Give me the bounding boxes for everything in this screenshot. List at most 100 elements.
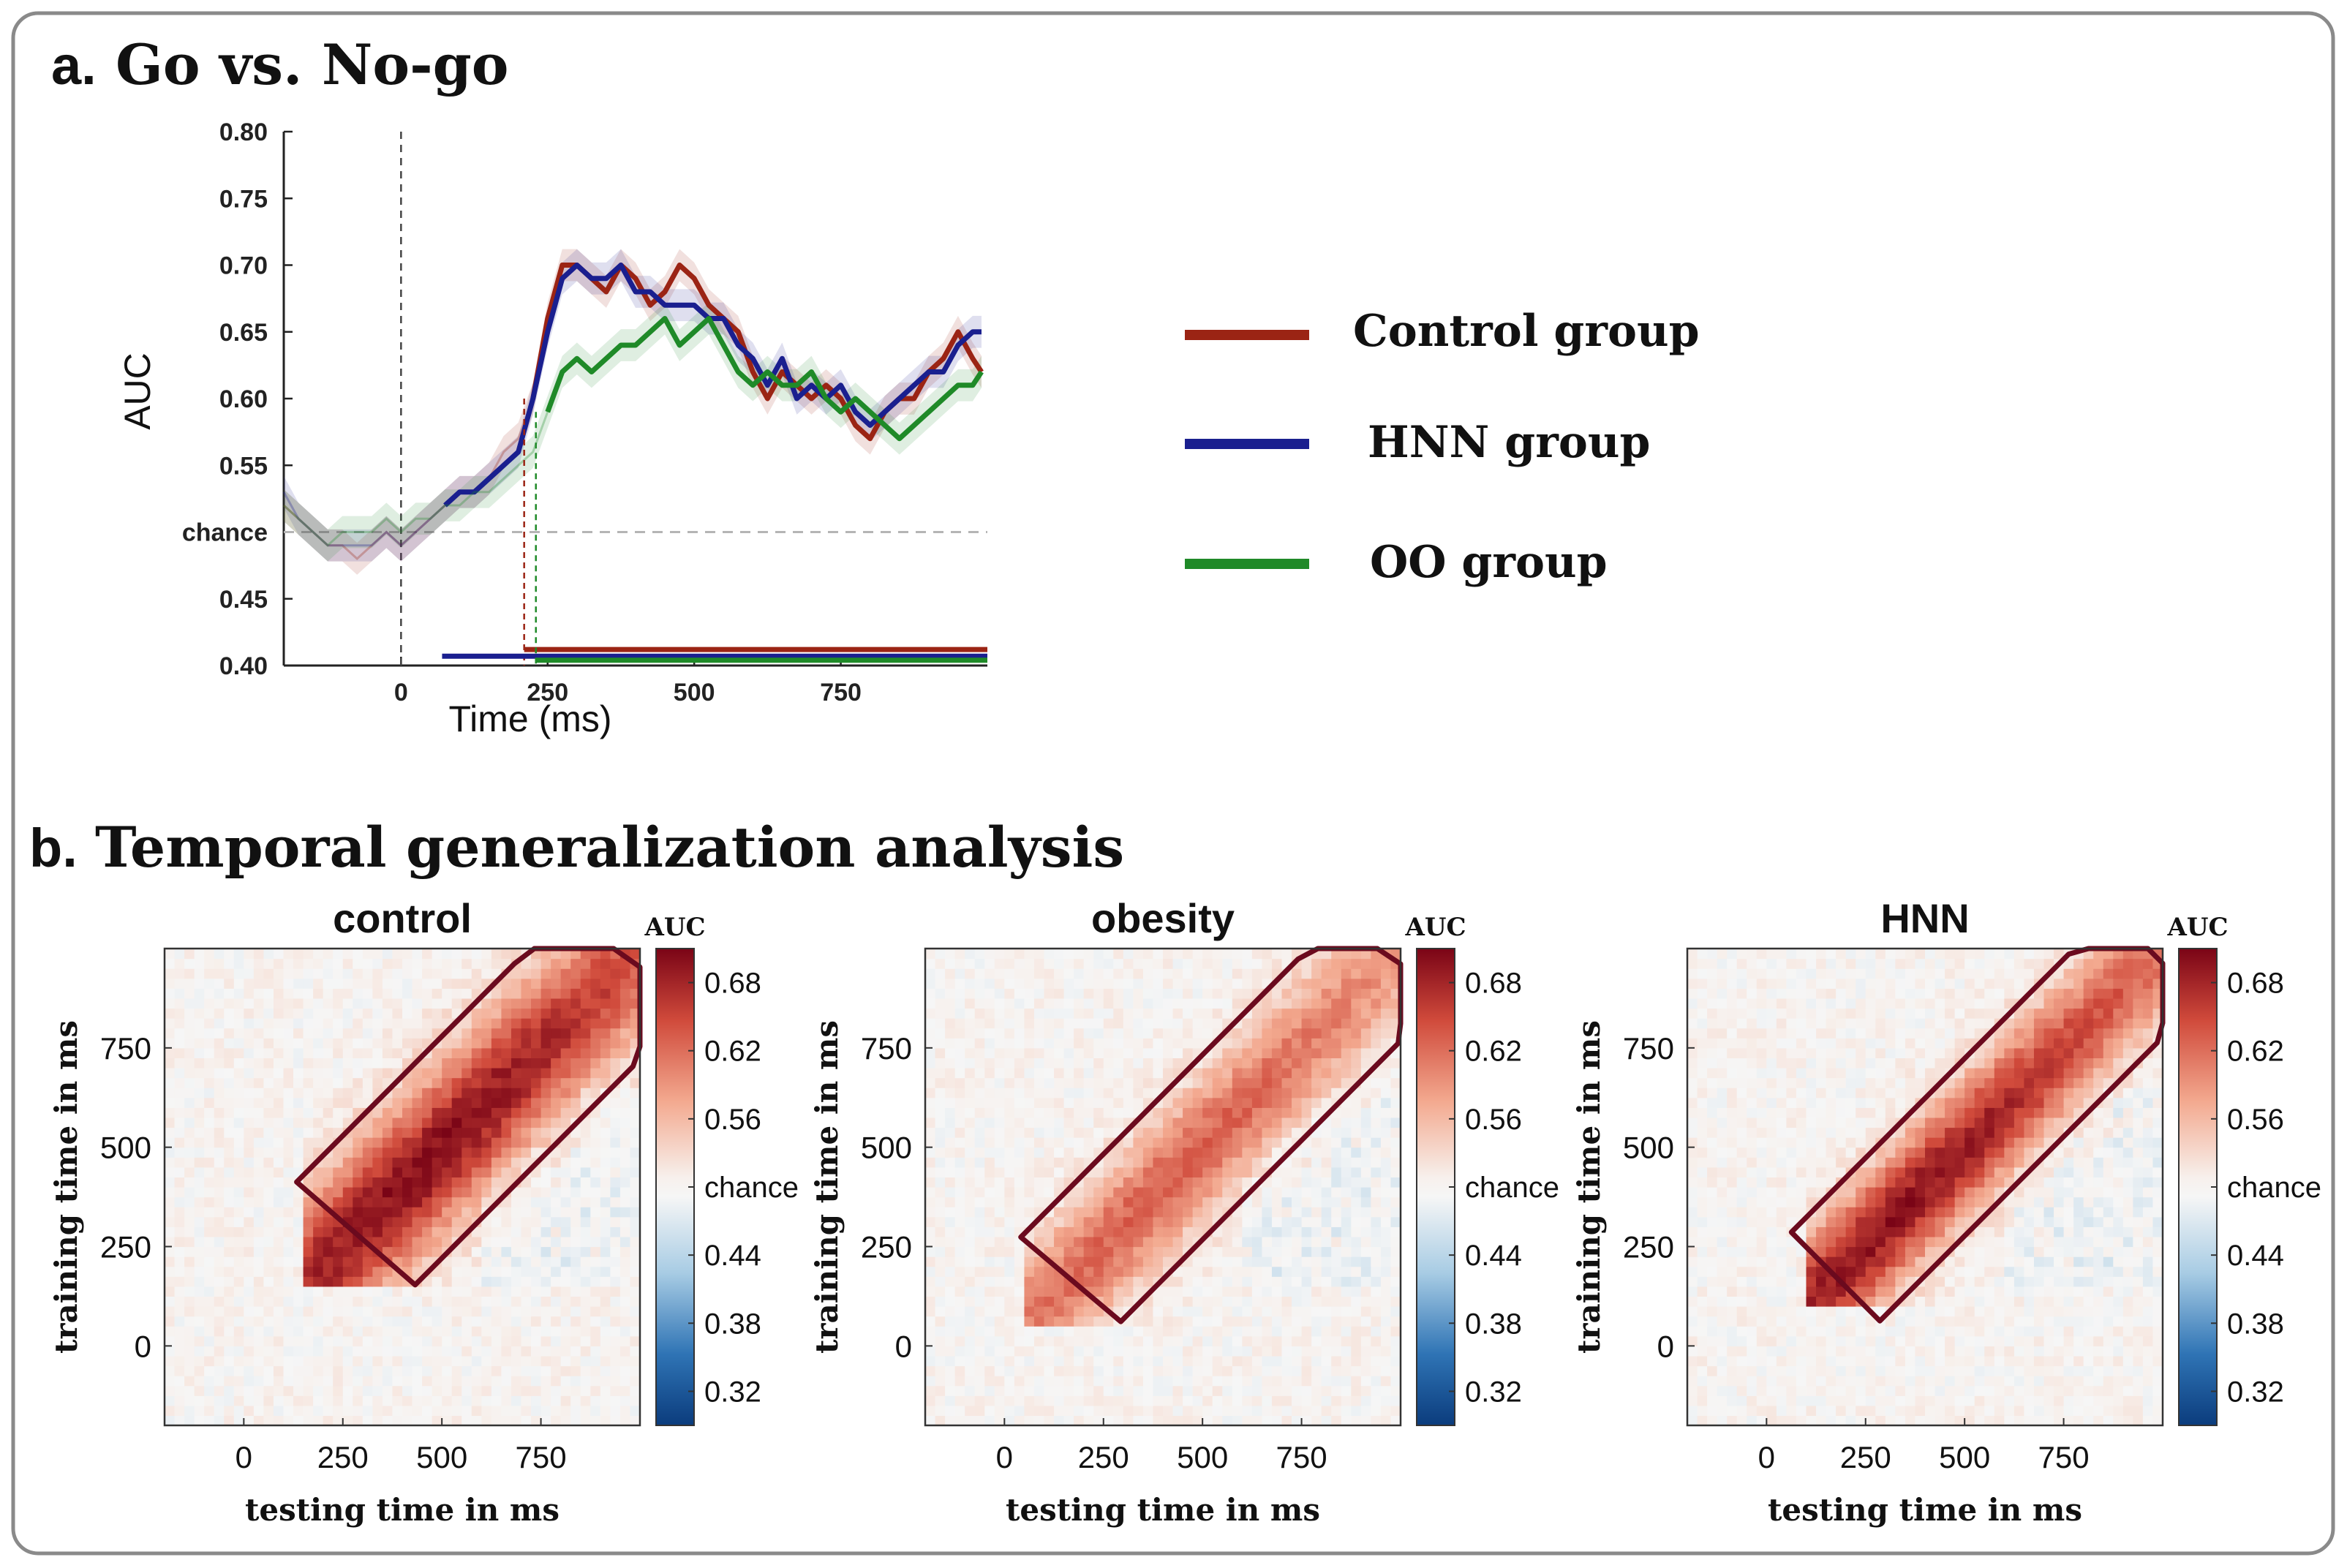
- heatmap-cell: [2033, 1385, 2045, 1396]
- heatmap-cell: [392, 1376, 403, 1387]
- heatmap-cell: [1054, 978, 1065, 989]
- heatmap-cell: [1123, 1226, 1134, 1237]
- heatmap-cell: [1727, 1376, 1738, 1387]
- heatmap-cell: [925, 1088, 936, 1098]
- heatmap-cell: [214, 1236, 225, 1248]
- heatmap-cell: [994, 1068, 1005, 1079]
- heatmap-cell: [422, 1216, 433, 1227]
- heatmap-cell: [1262, 1088, 1273, 1098]
- heatmap-cell: [1390, 1177, 1401, 1188]
- heatmap-cell: [471, 1207, 482, 1218]
- heatmap-cell: [501, 1405, 512, 1417]
- heatmap-cell: [263, 1316, 274, 1327]
- heatmap-cell: [1875, 1395, 1886, 1406]
- heatmap-cell: [174, 1306, 185, 1317]
- heatmap-cell: [965, 1088, 976, 1098]
- heatmap-cell: [1024, 1088, 1035, 1098]
- heatmap-cell: [194, 1326, 205, 1337]
- heatmap-cell: [412, 978, 423, 989]
- heatmap-cell: [925, 1226, 936, 1237]
- heatmap-cell: [491, 1157, 502, 1168]
- heatmap-cell: [422, 1236, 433, 1248]
- heatmap-cell: [165, 1266, 176, 1277]
- heatmap-cell: [263, 1068, 274, 1079]
- heatmap-cell: [501, 1177, 512, 1188]
- heatmap-cell: [1251, 1018, 1263, 1029]
- heatmap-cell: [1232, 998, 1243, 1009]
- heatmap-cell: [1311, 1376, 1322, 1387]
- heatmap-cell: [462, 1147, 472, 1158]
- heatmap-cell: [422, 1335, 433, 1346]
- heatmap-cell: [442, 1117, 453, 1128]
- heatmap-cell: [1351, 1018, 1362, 1029]
- series-line-nonsignificant: [282, 411, 549, 547]
- heatmap-cell: [610, 1127, 621, 1138]
- heatmap-cell: [422, 1157, 433, 1168]
- heatmap-cell: [501, 1266, 512, 1277]
- heatmap-cell: [1183, 1077, 1194, 1088]
- heatmap-cell: [1242, 1376, 1253, 1387]
- heatmap-cell: [1163, 1196, 1174, 1207]
- heatmap-cell: [402, 1117, 413, 1128]
- heatmap-cell: [1153, 968, 1164, 979]
- heatmap-cell: [1103, 1018, 1114, 1029]
- heatmap-cell: [570, 1107, 581, 1118]
- heatmap-cell: [1202, 1276, 1213, 1287]
- heatmap-cell: [233, 1008, 244, 1019]
- heatmap-cell: [1024, 968, 1035, 979]
- heatmap-cell: [619, 1107, 631, 1118]
- heatmap-cell: [1212, 1286, 1223, 1297]
- heatmap-cell: [1954, 1376, 1965, 1387]
- heatmap-cell: [1014, 1346, 1025, 1357]
- heatmap-cell: [1242, 1058, 1253, 1068]
- heatmap-cell: [313, 1246, 324, 1257]
- heatmap-cell: [194, 1177, 205, 1188]
- heatmap-cell: [1747, 1415, 1758, 1426]
- heatmap-cell: [1321, 1276, 1332, 1287]
- heatmap-cell: [1153, 1068, 1164, 1079]
- heatmap-cell: [540, 1395, 551, 1406]
- heatmap-cell: [362, 1207, 373, 1218]
- heatmap-cell: [1232, 1246, 1243, 1257]
- heatmap-cell: [600, 1395, 611, 1406]
- heatmap-cell: [1242, 1355, 1253, 1367]
- heatmap-cell: [580, 1187, 591, 1198]
- heatmap-cell: [333, 1405, 344, 1417]
- heatmap-cell: [1360, 968, 1371, 979]
- heatmap-cell: [1202, 1306, 1213, 1317]
- heatmap-cell: [1074, 1077, 1085, 1088]
- heatmap-cell: [174, 1385, 185, 1396]
- heatmap-cell: [501, 1346, 512, 1357]
- heatmap-cell: [233, 1376, 244, 1387]
- heatmap-cell: [432, 1405, 442, 1417]
- heatmap-cell: [1113, 958, 1124, 969]
- heatmap-cell: [619, 1047, 631, 1059]
- heatmap-cell: [540, 1266, 551, 1277]
- heatmap-cell: [1033, 978, 1045, 989]
- heatmap-cell: [1321, 988, 1332, 999]
- heatmap-cell: [610, 1207, 621, 1218]
- heatmap-cell: [1142, 1405, 1154, 1417]
- heatmap-cell: [965, 1008, 976, 1019]
- heatmap-cell: [1292, 1395, 1303, 1406]
- heatmap-cell: [263, 958, 274, 969]
- heatmap-cell: [1341, 1236, 1352, 1248]
- heatmap-cell: [1281, 1058, 1292, 1068]
- heatmap-cell: [619, 978, 631, 989]
- heatmap-cell: [1262, 1226, 1273, 1237]
- heatmap-cell: [1371, 1246, 1382, 1257]
- heatmap-cell: [273, 998, 285, 1009]
- heatmap-cell: [1024, 988, 1035, 999]
- heatmap-cell: [1123, 1008, 1134, 1019]
- heatmap-cell: [1271, 1376, 1283, 1387]
- heatmap-cell: [1074, 1376, 1085, 1387]
- heatmap-cell: [353, 1207, 363, 1218]
- heatmap-cell: [1153, 1028, 1164, 1039]
- heatmap-cell: [521, 1077, 532, 1088]
- heatmap-cell: [1292, 1117, 1303, 1128]
- heatmap-cell: [954, 1028, 965, 1039]
- heatmap-cell: [342, 1207, 353, 1218]
- heatmap-cell: [333, 1395, 344, 1406]
- heatmap-cell: [471, 1028, 482, 1039]
